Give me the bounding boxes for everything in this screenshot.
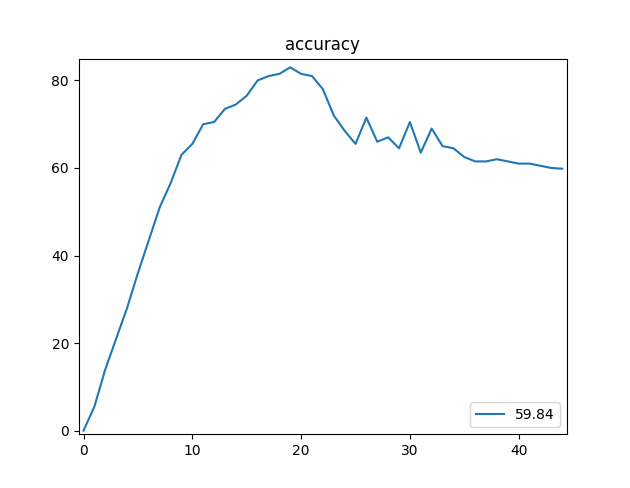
59.84: [537, 163, 544, 169]
59.84: [428, 126, 435, 132]
59.84: [287, 64, 294, 70]
59.84: [526, 161, 534, 166]
59.84: [188, 141, 196, 147]
59.84: [483, 159, 490, 164]
59.84: [265, 73, 272, 79]
59.84: [80, 427, 88, 433]
59.84: [330, 113, 338, 119]
59.84: [123, 305, 131, 311]
59.84: [112, 336, 120, 342]
59.84: [308, 73, 316, 79]
59.84: [558, 166, 566, 172]
59.84: [221, 106, 229, 112]
59.84: [374, 139, 381, 144]
59.84: [156, 204, 163, 210]
59.84: [101, 366, 109, 372]
59.84: [461, 154, 468, 160]
59.84: [319, 86, 326, 92]
59.84: [395, 145, 403, 151]
59.84: [417, 150, 425, 156]
59.84: [471, 159, 479, 164]
59.84: [504, 159, 512, 164]
59.84: [547, 165, 555, 171]
59.84: [363, 115, 370, 121]
59.84: [232, 102, 239, 107]
59.84: [515, 161, 522, 166]
59.84: [210, 119, 218, 125]
59.84: [275, 71, 283, 77]
59.84: [254, 78, 261, 83]
59.84: [384, 134, 392, 140]
Legend: 59.84: 59.84: [471, 402, 560, 427]
59.84: [493, 156, 501, 162]
59.84: [91, 404, 98, 409]
59.84: [167, 181, 175, 186]
59.84: [450, 145, 457, 151]
59.84: [406, 119, 414, 125]
59.84: [243, 93, 251, 99]
59.84: [341, 128, 348, 134]
59.84: [438, 143, 446, 149]
Line: 59.84: 59.84: [84, 67, 562, 430]
59.84: [352, 141, 359, 147]
59.84: [178, 152, 185, 158]
Title: accuracy: accuracy: [285, 36, 360, 54]
59.84: [200, 122, 207, 127]
59.84: [145, 237, 152, 243]
59.84: [297, 71, 305, 77]
59.84: [134, 270, 142, 276]
